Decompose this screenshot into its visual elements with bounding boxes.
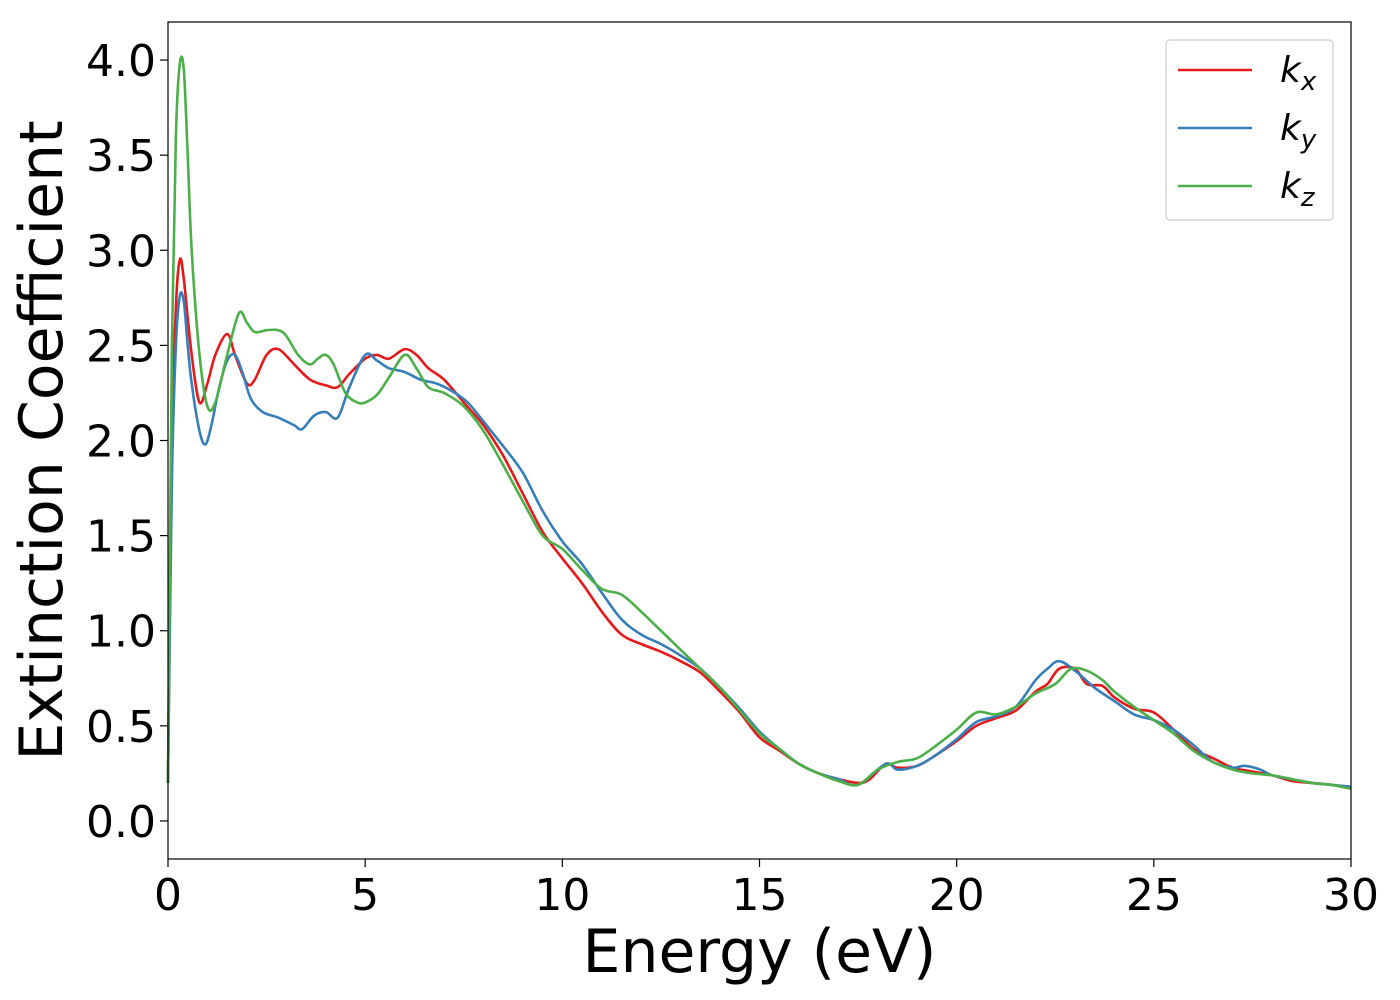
x-tick-label: 20 [929, 870, 985, 921]
y-tick-label: 3.0 [86, 226, 156, 277]
y-axis-title: Extinction Coefficient [7, 120, 77, 760]
y-tick-label: 2.5 [86, 321, 156, 372]
x-tick-label: 5 [351, 870, 379, 921]
y-tick-label: 1.5 [86, 512, 156, 563]
series-line-y [166, 291, 1352, 788]
y-axis-ticks: 0.0 0.5 1.0 1.5 2.0 2.5 3.0 3.5 4.0 [86, 36, 168, 848]
legend-label-z: kz [1280, 166, 1316, 213]
x-tick-label: 10 [534, 870, 590, 921]
y-tick-label: 4.0 [86, 36, 156, 87]
legend-label-subscript: x [1300, 67, 1317, 97]
x-axis-ticks: 0 5 10 15 20 25 30 [154, 859, 1379, 921]
legend-label-subscript: z [1300, 183, 1316, 213]
legend-box [1165, 39, 1334, 221]
y-tick-label: 1.0 [86, 607, 156, 658]
x-axis-title: Energy (eV) [583, 917, 937, 987]
series-line-x [166, 257, 1352, 790]
x-tick-label: 25 [1126, 870, 1182, 921]
legend-label-x: kx [1280, 50, 1317, 97]
y-tick-label: 0.0 [86, 797, 156, 848]
x-tick-label: 15 [732, 870, 788, 921]
legend-label-y: ky [1280, 108, 1317, 155]
plot-frame [167, 21, 1352, 860]
legend-label-main: k [1280, 50, 1303, 91]
legend-label-main: k [1280, 166, 1303, 207]
legend-label-main: k [1280, 108, 1303, 149]
x-tick-label: 0 [154, 870, 182, 921]
plot-area [166, 55, 1352, 790]
legend-label-subscript: y [1300, 125, 1317, 155]
y-tick-label: 3.5 [86, 131, 156, 182]
x-tick-label: 30 [1323, 870, 1379, 921]
y-tick-label: 0.5 [86, 702, 156, 753]
y-tick-label: 2.0 [86, 417, 156, 468]
series-line-z [166, 55, 1352, 790]
